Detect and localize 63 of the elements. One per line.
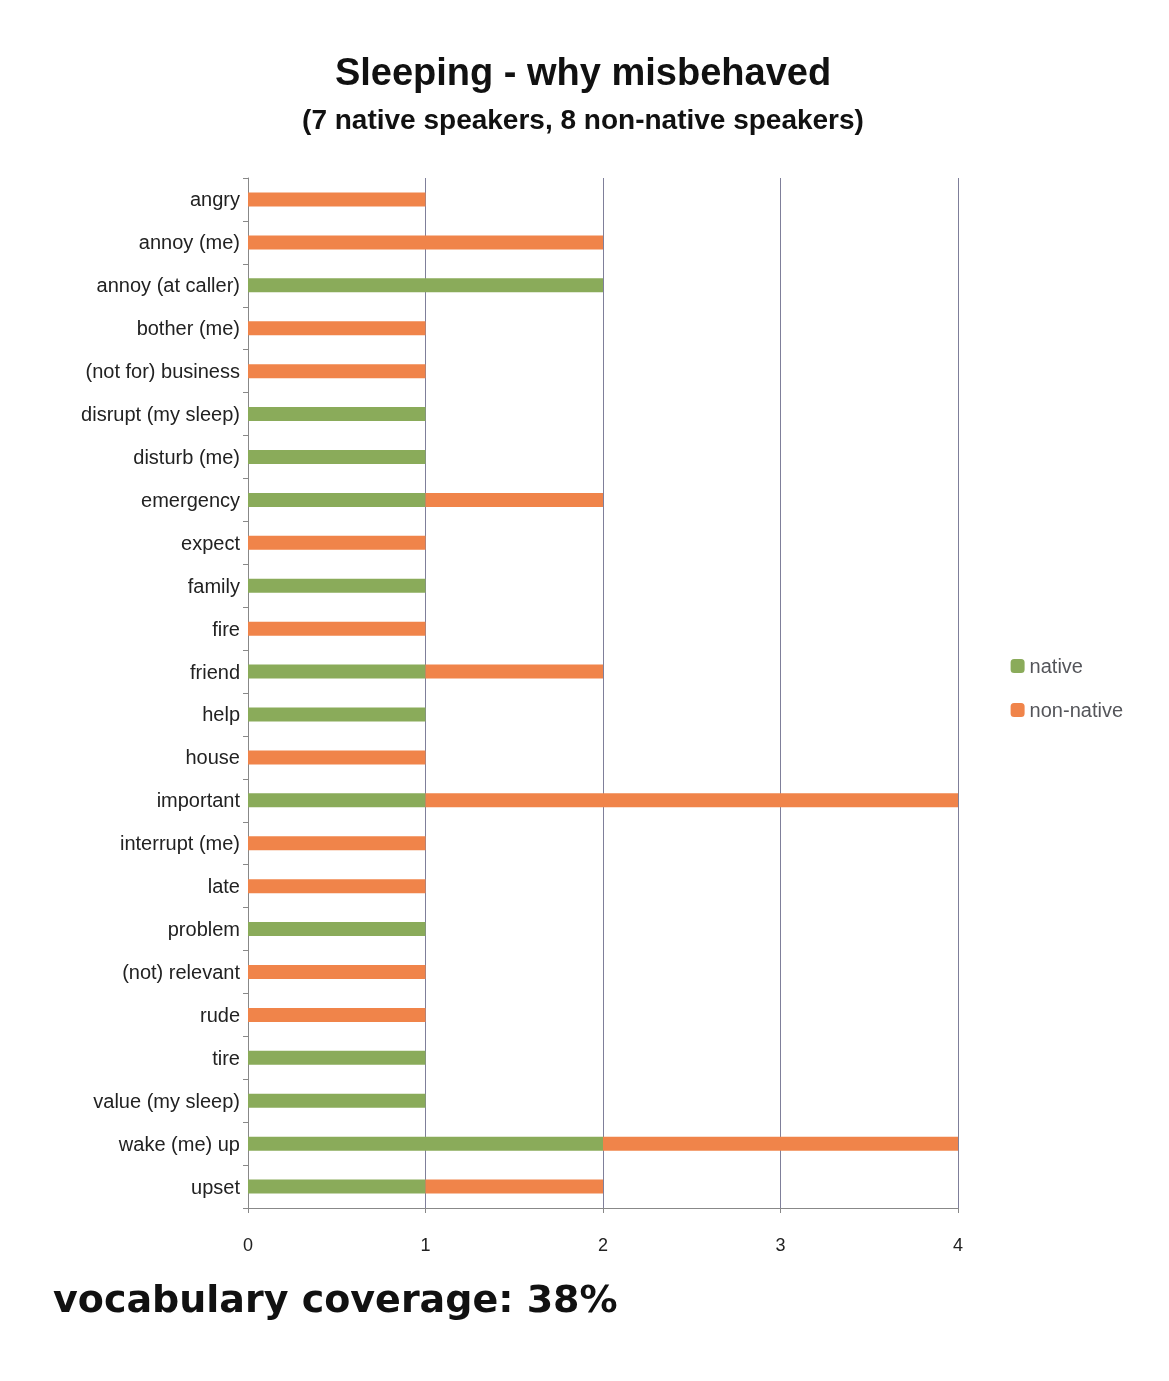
y-tick-label: expect — [181, 531, 241, 554]
bar — [248, 879, 426, 894]
bar — [248, 964, 426, 979]
bar — [248, 1136, 603, 1151]
y-tick-label: annoy (at caller) — [96, 274, 240, 297]
bar — [248, 922, 426, 937]
bar — [248, 1179, 426, 1194]
bar — [248, 1050, 426, 1065]
y-tick-label: emergency — [141, 488, 240, 511]
bar — [248, 449, 426, 464]
y-tick-label: interrupt (me) — [119, 832, 240, 855]
bar — [248, 750, 426, 765]
bar — [248, 578, 426, 593]
y-tick-label: house — [185, 746, 240, 769]
bar — [248, 836, 426, 851]
bar — [425, 664, 603, 679]
y-tick-label: value (my sleep) — [93, 1089, 240, 1112]
y-tick-label: problem — [167, 918, 240, 941]
x-tick-label: 1 — [420, 1235, 431, 1255]
chart-subtitle: (7 native speakers, 8 non-native speakers) — [302, 103, 864, 135]
y-tick-label: (not for) business — [85, 360, 240, 383]
x-tick-label: 4 — [952, 1235, 964, 1255]
x-tick-label: 3 — [775, 1235, 786, 1255]
bar — [248, 621, 426, 636]
bar — [248, 278, 603, 293]
text: vocabulary coverage: 38% — [53, 1277, 618, 1321]
bar — [603, 1136, 958, 1151]
legend-label: native — [1029, 655, 1083, 677]
bar — [248, 321, 426, 336]
bar — [248, 1007, 426, 1022]
bar — [248, 407, 426, 422]
y-tick-label: fire — [212, 617, 240, 640]
y-tick-label: wake (me) up — [117, 1132, 240, 1155]
y-tick-label: friend — [189, 660, 240, 683]
chart-title: Sleeping - why misbehaved — [334, 51, 832, 93]
bar — [248, 535, 426, 550]
y-tick-label: tire — [212, 1046, 240, 1069]
bar — [248, 235, 603, 250]
x-tick-label: 0 — [242, 1235, 254, 1255]
bar — [425, 1179, 603, 1194]
bar — [425, 492, 603, 507]
bar — [248, 364, 426, 379]
y-tick-label: important — [156, 789, 241, 812]
bar — [248, 664, 426, 679]
y-tick-label: (not) relevant — [122, 960, 241, 983]
bar — [425, 793, 958, 808]
bar — [248, 793, 426, 808]
y-tick-label: bother (me) — [136, 317, 240, 340]
y-tick-label: upset — [191, 1175, 241, 1198]
y-tick-label: disrupt (my sleep) — [81, 403, 240, 426]
bar — [248, 707, 426, 722]
y-tick-label: help — [202, 703, 240, 726]
y-tick-label: annoy (me) — [138, 231, 240, 254]
bar — [248, 192, 426, 207]
legend-label: non-native — [1029, 699, 1124, 721]
y-tick-label: late — [207, 875, 240, 898]
y-tick-label: rude — [199, 1003, 240, 1026]
bar — [248, 1093, 426, 1108]
x-tick-label: 2 — [597, 1235, 609, 1255]
bar — [248, 492, 426, 507]
y-tick-label: disturb (me) — [133, 445, 240, 468]
y-tick-label: family — [187, 574, 240, 597]
y-tick-label: angry — [189, 188, 240, 211]
